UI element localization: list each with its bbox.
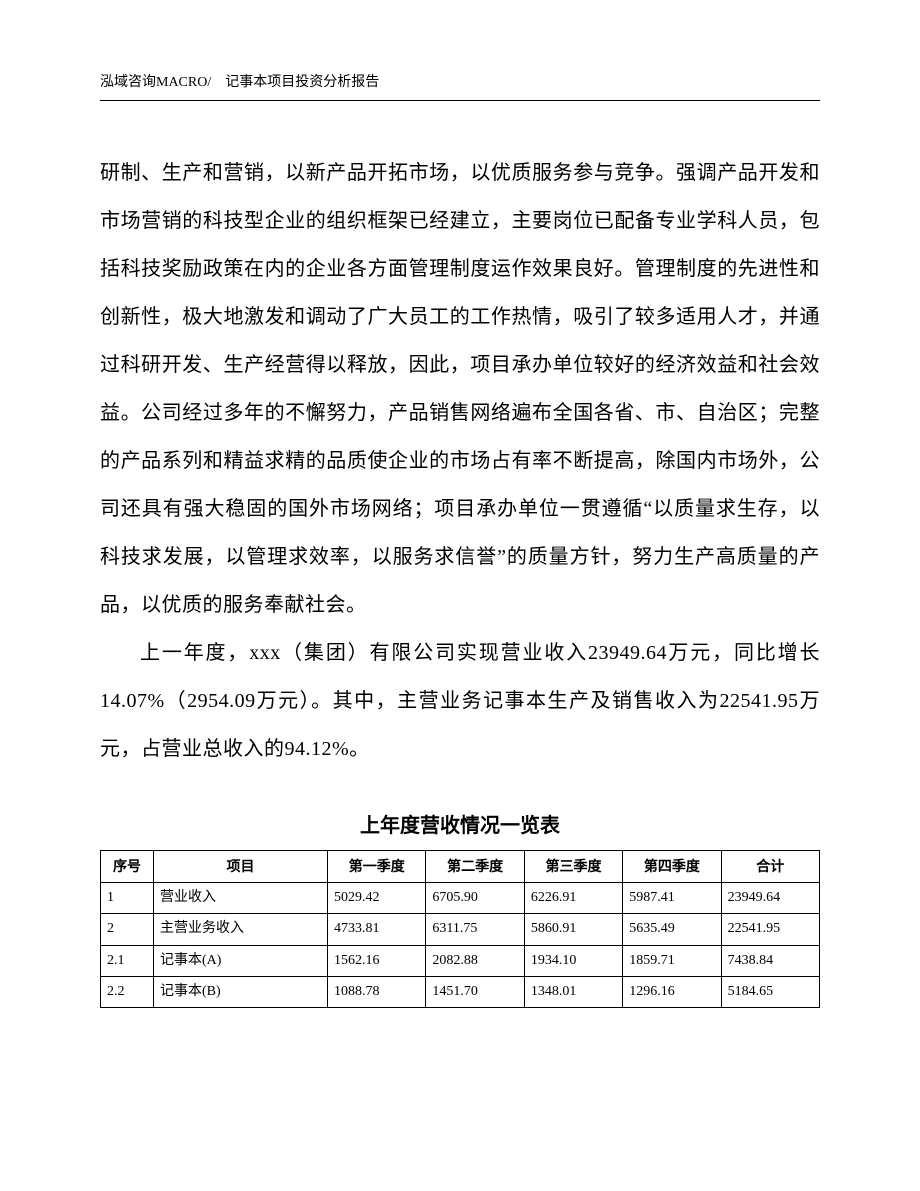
cell-q3: 1934.10 bbox=[524, 945, 622, 976]
cell-q3: 1348.01 bbox=[524, 976, 622, 1007]
col-q3: 第三季度 bbox=[524, 851, 622, 882]
cell-seq: 1 bbox=[101, 882, 154, 913]
cell-q4: 1859.71 bbox=[623, 945, 721, 976]
col-q2: 第二季度 bbox=[426, 851, 524, 882]
col-seq: 序号 bbox=[101, 851, 154, 882]
cell-q2: 6311.75 bbox=[426, 914, 524, 945]
page-header: 泓域咨询MACRO/ 记事本项目投资分析报告 bbox=[100, 72, 820, 101]
cell-item: 记事本(A) bbox=[153, 945, 327, 976]
cell-q2: 1451.70 bbox=[426, 976, 524, 1007]
cell-q4: 5635.49 bbox=[623, 914, 721, 945]
col-q4: 第四季度 bbox=[623, 851, 721, 882]
cell-sum: 23949.64 bbox=[721, 882, 819, 913]
cell-q4: 1296.16 bbox=[623, 976, 721, 1007]
table-row: 2.1 记事本(A) 1562.16 2082.88 1934.10 1859.… bbox=[101, 945, 820, 976]
cell-sum: 22541.95 bbox=[721, 914, 819, 945]
cell-sum: 5184.65 bbox=[721, 976, 819, 1007]
cell-item: 营业收入 bbox=[153, 882, 327, 913]
table-header-row: 序号 项目 第一季度 第二季度 第三季度 第四季度 合计 bbox=[101, 851, 820, 882]
paragraph-2: 上一年度，xxx（集团）有限公司实现营业收入23949.64万元，同比增长14.… bbox=[100, 629, 820, 773]
revenue-table: 序号 项目 第一季度 第二季度 第三季度 第四季度 合计 1 营业收入 5029… bbox=[100, 850, 820, 1008]
cell-seq: 2.1 bbox=[101, 945, 154, 976]
cell-q1: 5029.42 bbox=[328, 882, 426, 913]
header-doc-title: 记事本项目投资分析报告 bbox=[225, 75, 379, 90]
cell-seq: 2 bbox=[101, 914, 154, 945]
body-text: 研制、生产和营销，以新产品开拓市场，以优质服务参与竞争。强调产品开发和市场营销的… bbox=[100, 149, 820, 773]
paragraph-1: 研制、生产和营销，以新产品开拓市场，以优质服务参与竞争。强调产品开发和市场营销的… bbox=[100, 149, 820, 629]
col-item: 项目 bbox=[153, 851, 327, 882]
table-row: 2.2 记事本(B) 1088.78 1451.70 1348.01 1296.… bbox=[101, 976, 820, 1007]
cell-sum: 7438.84 bbox=[721, 945, 819, 976]
header-company: 泓域咨询MACRO/ bbox=[100, 75, 211, 90]
cell-q1: 1562.16 bbox=[328, 945, 426, 976]
cell-q4: 5987.41 bbox=[623, 882, 721, 913]
cell-q3: 6226.91 bbox=[524, 882, 622, 913]
col-q1: 第一季度 bbox=[328, 851, 426, 882]
cell-q1: 4733.81 bbox=[328, 914, 426, 945]
table-body: 1 营业收入 5029.42 6705.90 6226.91 5987.41 2… bbox=[101, 882, 820, 1008]
cell-q3: 5860.91 bbox=[524, 914, 622, 945]
col-sum: 合计 bbox=[721, 851, 819, 882]
cell-q2: 6705.90 bbox=[426, 882, 524, 913]
cell-q2: 2082.88 bbox=[426, 945, 524, 976]
document-page: 泓域咨询MACRO/ 记事本项目投资分析报告 研制、生产和营销，以新产品开拓市场… bbox=[0, 0, 920, 1191]
cell-item: 记事本(B) bbox=[153, 976, 327, 1007]
table-row: 2 主营业务收入 4733.81 6311.75 5860.91 5635.49… bbox=[101, 914, 820, 945]
table-row: 1 营业收入 5029.42 6705.90 6226.91 5987.41 2… bbox=[101, 882, 820, 913]
cell-q1: 1088.78 bbox=[328, 976, 426, 1007]
table-title: 上年度营收情况一览表 bbox=[100, 809, 820, 838]
cell-item: 主营业务收入 bbox=[153, 914, 327, 945]
cell-seq: 2.2 bbox=[101, 976, 154, 1007]
